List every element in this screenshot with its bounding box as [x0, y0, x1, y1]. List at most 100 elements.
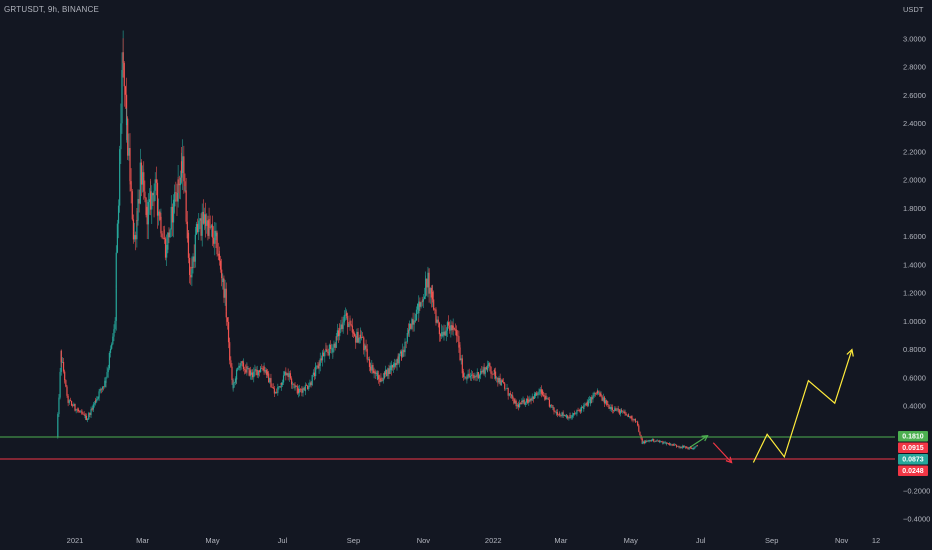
- candle-body: [289, 373, 292, 379]
- candle-body: [387, 368, 389, 376]
- candle-body: [88, 413, 90, 418]
- arrow-head: [725, 456, 733, 464]
- candle-body: [254, 369, 256, 372]
- drawings-layer[interactable]: [690, 348, 854, 464]
- candle-body: [85, 415, 88, 421]
- candle-body: [685, 446, 687, 448]
- candle-body: [281, 382, 284, 385]
- candle-body: [514, 400, 516, 402]
- price-axis[interactable]: 3.0000 2.8000 2.6000 2.4000 2.2000 2.0000 1.80…: [903, 35, 930, 524]
- candle-body: [569, 415, 571, 419]
- candle-body: [446, 322, 449, 331]
- candle-body: [246, 366, 248, 369]
- candle-body: [272, 387, 274, 389]
- candle-body: [129, 148, 131, 179]
- candle-body: [694, 446, 696, 449]
- candle-body: [119, 149, 121, 162]
- arrow-shaft[interactable]: [712, 442, 733, 463]
- candle-body: [508, 393, 510, 396]
- candle-body: [520, 403, 522, 405]
- candle-body: [320, 358, 322, 361]
- candle-body: [70, 403, 73, 406]
- candle-body: [99, 388, 101, 392]
- horizontal-lines[interactable]: [0, 436, 895, 460]
- candle-body: [106, 372, 108, 378]
- candle-body: [208, 219, 210, 228]
- candle-body: [268, 373, 270, 383]
- candle-body: [292, 384, 294, 385]
- candle-body: [326, 349, 328, 352]
- candle-body: [335, 336, 337, 338]
- candle-body: [407, 330, 410, 332]
- candle-body: [689, 447, 691, 449]
- candle-body: [198, 220, 200, 232]
- candle-body: [273, 392, 275, 394]
- candle-body: [524, 402, 526, 405]
- candle-body: [81, 411, 83, 414]
- candle-body: [532, 396, 534, 400]
- candle-body: [600, 393, 602, 397]
- projection-path[interactable]: [752, 349, 853, 463]
- candle-body: [185, 190, 187, 222]
- candle-body: [574, 413, 576, 414]
- candle-body: [351, 325, 353, 333]
- price-badges: 0.1810 0.0915 0.0873 0.0248: [898, 430, 928, 476]
- candle-body: [140, 162, 143, 185]
- candle-body: [368, 359, 371, 367]
- arrow-shaft[interactable]: [690, 435, 708, 448]
- candle-body: [686, 447, 688, 448]
- candle-body: [561, 412, 563, 416]
- candle-body: [74, 403, 76, 409]
- candle-body: [618, 409, 620, 414]
- candle-body: [166, 244, 168, 258]
- candle-body: [105, 377, 107, 383]
- candle-body: [667, 443, 670, 445]
- candle-body: [61, 362, 63, 363]
- candle-body: [218, 253, 220, 261]
- candle-body: [388, 368, 390, 375]
- candle-body: [226, 317, 229, 322]
- candle-body: [307, 385, 309, 389]
- candle-body: [649, 440, 651, 442]
- candle-body: [221, 269, 223, 279]
- candle-body: [427, 272, 429, 288]
- arrow-head: [701, 435, 709, 442]
- time-axis[interactable]: 2021 Mar May Jul Sep Nov 2022 Mar May Jul Sep Nov 12: [67, 536, 881, 545]
- candle-body: [669, 443, 671, 446]
- candle-body: [194, 239, 196, 262]
- x-tick-label: Nov: [835, 536, 849, 545]
- candle-body: [199, 218, 201, 221]
- candle-body: [167, 232, 169, 250]
- candle-body: [290, 382, 293, 385]
- candle-body: [439, 334, 442, 337]
- candle-body: [513, 398, 515, 404]
- x-tick-label: 2021: [67, 536, 84, 545]
- candle-body: [614, 408, 616, 411]
- candle-body: [370, 366, 372, 371]
- candle-body: [201, 211, 203, 234]
- candle-body: [200, 218, 202, 236]
- candle-body: [202, 211, 204, 224]
- candle-body: [576, 410, 578, 413]
- candle-body: [250, 372, 253, 375]
- candle-body: [423, 296, 426, 299]
- candle-body: [311, 383, 313, 385]
- candle-body: [115, 288, 117, 321]
- candle-body: [420, 302, 422, 307]
- candle-body: [549, 404, 552, 407]
- candle-body: [170, 213, 172, 230]
- candle-body: [146, 207, 148, 225]
- candle-body: [584, 403, 586, 406]
- candle-body: [692, 447, 694, 449]
- x-tick-label: Mar: [136, 536, 149, 545]
- candle-body: [82, 413, 84, 415]
- candle-body: [280, 382, 282, 385]
- candle-body: [317, 365, 319, 369]
- candle-body: [536, 392, 538, 396]
- candle-body: [472, 374, 474, 376]
- candle-body: [92, 404, 94, 410]
- candle-body: [603, 397, 606, 404]
- candle-body: [107, 368, 109, 373]
- candle-body: [404, 341, 406, 351]
